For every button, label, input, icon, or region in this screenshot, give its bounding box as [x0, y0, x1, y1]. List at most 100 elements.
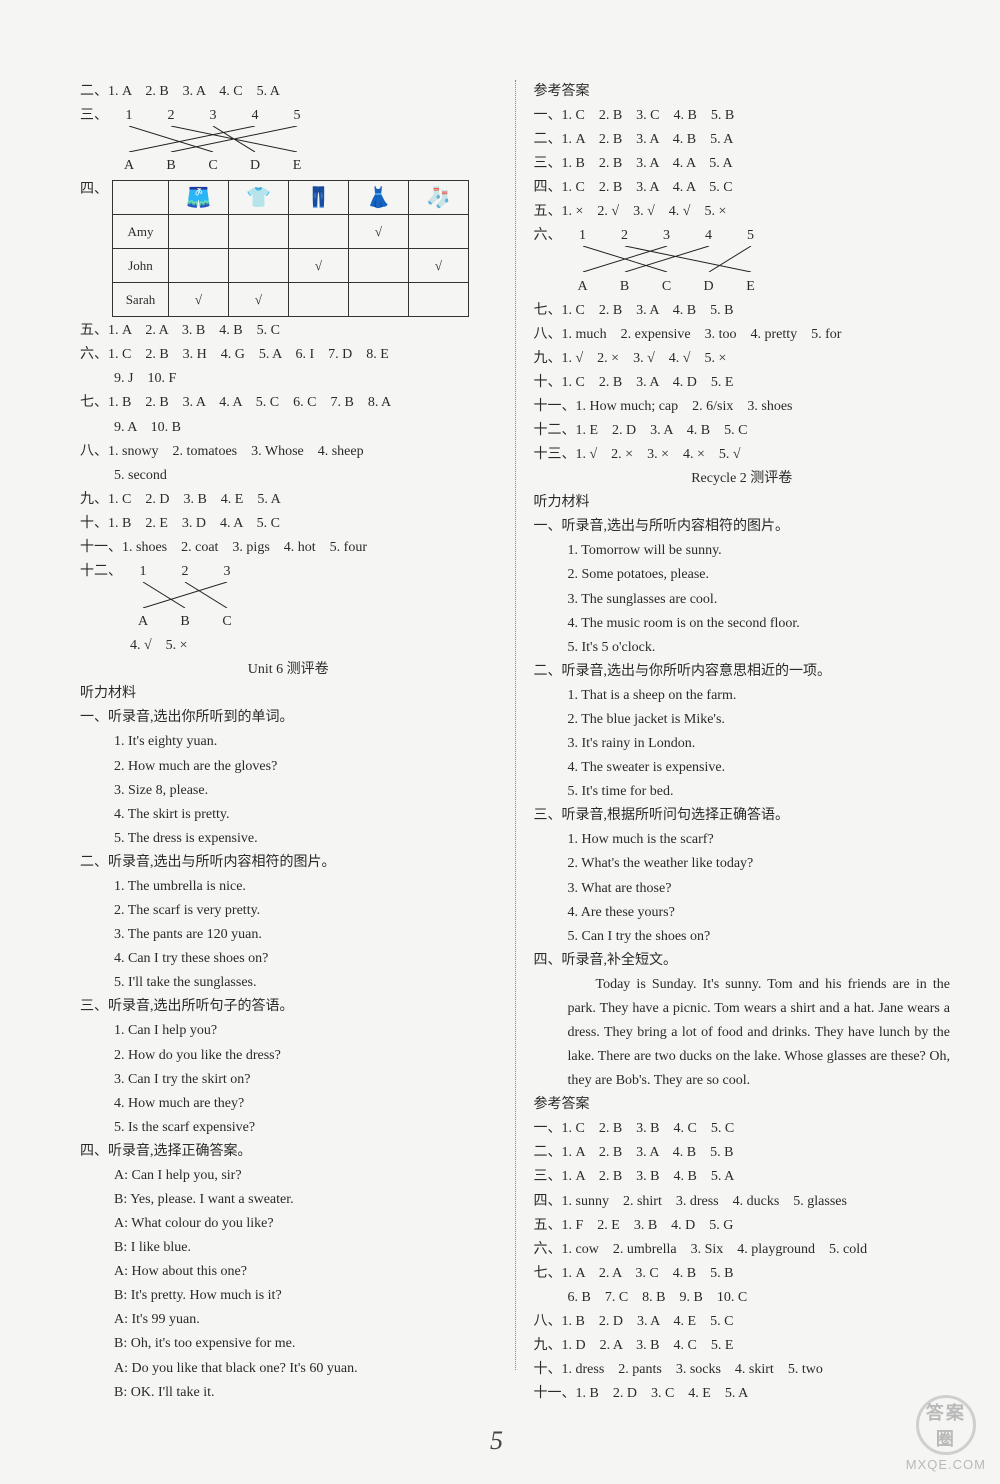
ans-line: 二、1. A 2. B 3. A 4. B 5. B [534, 1141, 951, 1165]
table-cell [229, 215, 289, 249]
table-cell: √ [349, 215, 409, 249]
unit-title: Recycle 2 测评卷 [534, 467, 951, 491]
pants-icon: 👖 [306, 187, 331, 209]
ans-line: 九、1. √ 2. × 3. √ 4. √ 5. × [534, 347, 951, 371]
list-item: 5. It's 5 o'clock. [534, 636, 951, 660]
list-item: 3. The sunglasses are cool. [534, 588, 951, 612]
ans-line: 十一、1. How much; cap 2. 6/six 3. shoes [534, 395, 951, 419]
section-heading: 四、听录音,补全短文。 [534, 949, 951, 973]
ans-line: 七、1. C 2. B 3. A 4. B 5. B [534, 299, 951, 323]
table-row-name: John [113, 249, 169, 283]
list-item: A: Can I help you, sir? [80, 1164, 497, 1188]
list-item: 4. Are these yours? [534, 901, 951, 925]
ans-line: 十、1. B 2. E 3. D 4. A 5. C [80, 512, 497, 536]
list-item: 2. The blue jacket is Mike's. [534, 708, 951, 732]
ans-line: 十三、1. √ 2. × 3. × 4. × 5. √ [534, 443, 951, 467]
ans-line: 十二、1. E 2. D 3. A 4. B 5. C [534, 419, 951, 443]
list-item: A: What colour do you like? [80, 1212, 497, 1236]
ans-line: 九、1. D 2. A 3. B 4. C 5. E [534, 1334, 951, 1358]
list-item: 4. The skirt is pretty. [80, 803, 497, 827]
ans-line: 三、1. B 2. B 3. A 4. A 5. A [534, 152, 951, 176]
ans-line: 5. second [80, 464, 497, 488]
section-label: 三、 [80, 104, 108, 178]
ans-line: 十、1. dress 2. pants 3. socks 4. skirt 5.… [534, 1358, 951, 1382]
answers-header: 参考答案 [534, 80, 951, 104]
section-heading: 一、听录音,选出与所听内容相符的图片。 [534, 515, 951, 539]
list-item: 5. Can I try the shoes on? [534, 925, 951, 949]
ans-line: 十一、1. shoes 2. coat 3. pigs 4. hot 5. fo… [80, 536, 497, 560]
list-item: 2. How do you like the dress? [80, 1044, 497, 1068]
list-item: B: OK. I'll take it. [80, 1381, 497, 1405]
table-cell [349, 283, 409, 317]
list-item: 1. That is a sheep on the farm. [534, 684, 951, 708]
table-cell: √ [229, 283, 289, 317]
list-item: B: Yes, please. I want a sweater. [80, 1188, 497, 1212]
list-item: A: It's 99 yuan. [80, 1308, 497, 1332]
shorts-icon: 🩳 [186, 187, 211, 209]
list-item: 4. How much are they? [80, 1092, 497, 1116]
table-cell [229, 249, 289, 283]
column-divider [515, 80, 516, 1370]
table-cell [349, 249, 409, 283]
passage-text: Today is Sunday. It's sunny. Tom and his… [534, 973, 951, 1093]
page-number: 5 [490, 1426, 503, 1456]
list-item: 5. I'll take the sunglasses. [80, 971, 497, 995]
ans-line: 二、1. A 2. B 3. A 4. C 5. A [80, 80, 497, 104]
list-item: 2. Some potatoes, please. [534, 563, 951, 587]
dress-icon: 👗 [366, 187, 391, 209]
table-cell [409, 283, 469, 317]
ans-line: 四、1. C 2. B 3. A 4. A 5. C [534, 176, 951, 200]
section-heading: 四、听录音,选择正确答案。 [80, 1140, 497, 1164]
passage-body: Today is Sunday. It's sunny. Tom and his… [568, 977, 951, 1088]
ans-line: 二、1. A 2. B 3. A 4. B 5. A [534, 128, 951, 152]
ans-line: 九、1. C 2. D 3. B 4. E 5. A [80, 488, 497, 512]
list-item: 1. How much is the scarf? [534, 828, 951, 852]
list-item: A: Do you like that black one? It's 60 y… [80, 1357, 497, 1381]
ans-line: 9. A 10. B [80, 416, 497, 440]
matching-diagram-12: 123ABC [122, 560, 248, 634]
ans-line: 五、1. F 2. E 3. B 4. D 5. G [534, 1214, 951, 1238]
list-item: 5. Is the scarf expensive? [80, 1116, 497, 1140]
section-heading: 二、听录音,选出与你所听内容意思相近的一项。 [534, 660, 951, 684]
unit-title: Unit 6 测评卷 [80, 658, 497, 682]
ans-line: 八、1. much 2. expensive 3. too 4. pretty … [534, 323, 951, 347]
list-item: B: I like blue. [80, 1236, 497, 1260]
list-item: 1. The umbrella is nice. [80, 875, 497, 899]
watermark-badge: 答案圈 [916, 1395, 976, 1455]
watermark-url: MXQE.COM [906, 1457, 986, 1472]
list-item: 2. The scarf is very pretty. [80, 899, 497, 923]
ans-line: 六、1. C 2. B 3. H 4. G 5. A 6. I 7. D 8. … [80, 343, 497, 367]
table-cell [289, 215, 349, 249]
clothes-table: 🩳👕👖👗🧦Amy√John√√Sarah√√ [112, 180, 469, 317]
list-item: 4. The sweater is expensive. [534, 756, 951, 780]
list-item: 3. Size 8, please. [80, 779, 497, 803]
matching-diagram-3: 12345ABCDE [108, 104, 318, 178]
table-row-name: Amy [113, 215, 169, 249]
section-heading: 三、听录音,根据所听问句选择正确答语。 [534, 804, 951, 828]
section-heading: 一、听录音,选出你所听到的单词。 [80, 706, 497, 730]
ans-line: 十、1. C 2. B 3. A 4. D 5. E [534, 371, 951, 395]
list-item: 3. Can I try the skirt on? [80, 1068, 497, 1092]
ans-line: 6. B 7. C 8. B 9. B 10. C [534, 1286, 951, 1310]
ans-line: 三、1. A 2. B 3. B 4. B 5. A [534, 1165, 951, 1189]
matching-diagram-6: 12345ABCDE [562, 224, 772, 298]
section-heading: 三、听录音,选出所听句子的答语。 [80, 995, 497, 1019]
section-label: 十二、 [80, 560, 122, 658]
list-item: 1. It's eighty yuan. [80, 730, 497, 754]
ans-line: 十一、1. B 2. D 3. C 4. E 5. A [534, 1382, 951, 1406]
list-item: 2. What's the weather like today? [534, 852, 951, 876]
ans-line: 八、1. snowy 2. tomatoes 3. Whose 4. sheep [80, 440, 497, 464]
list-item: 3. The pants are 120 yuan. [80, 923, 497, 947]
list-item: 5. The dress is expensive. [80, 827, 497, 851]
table-cell: √ [409, 249, 469, 283]
tshirt-icon: 👕 [246, 187, 271, 209]
ans-line: 七、1. B 2. B 3. A 4. A 5. C 6. C 7. B 8. … [80, 391, 497, 415]
table-cell [409, 215, 469, 249]
answers-header: 参考答案 [534, 1093, 951, 1117]
list-item: 2. How much are the gloves? [80, 755, 497, 779]
table-cell [169, 215, 229, 249]
ans-line: 五、1. × 2. √ 3. √ 4. √ 5. × [534, 200, 951, 224]
socks-icon: 🧦 [426, 187, 451, 209]
right-column: 参考答案 一、1. C 2. B 3. C 4. B 5. B 二、1. A 2… [534, 80, 951, 1370]
list-item: 1. Can I help you? [80, 1019, 497, 1043]
